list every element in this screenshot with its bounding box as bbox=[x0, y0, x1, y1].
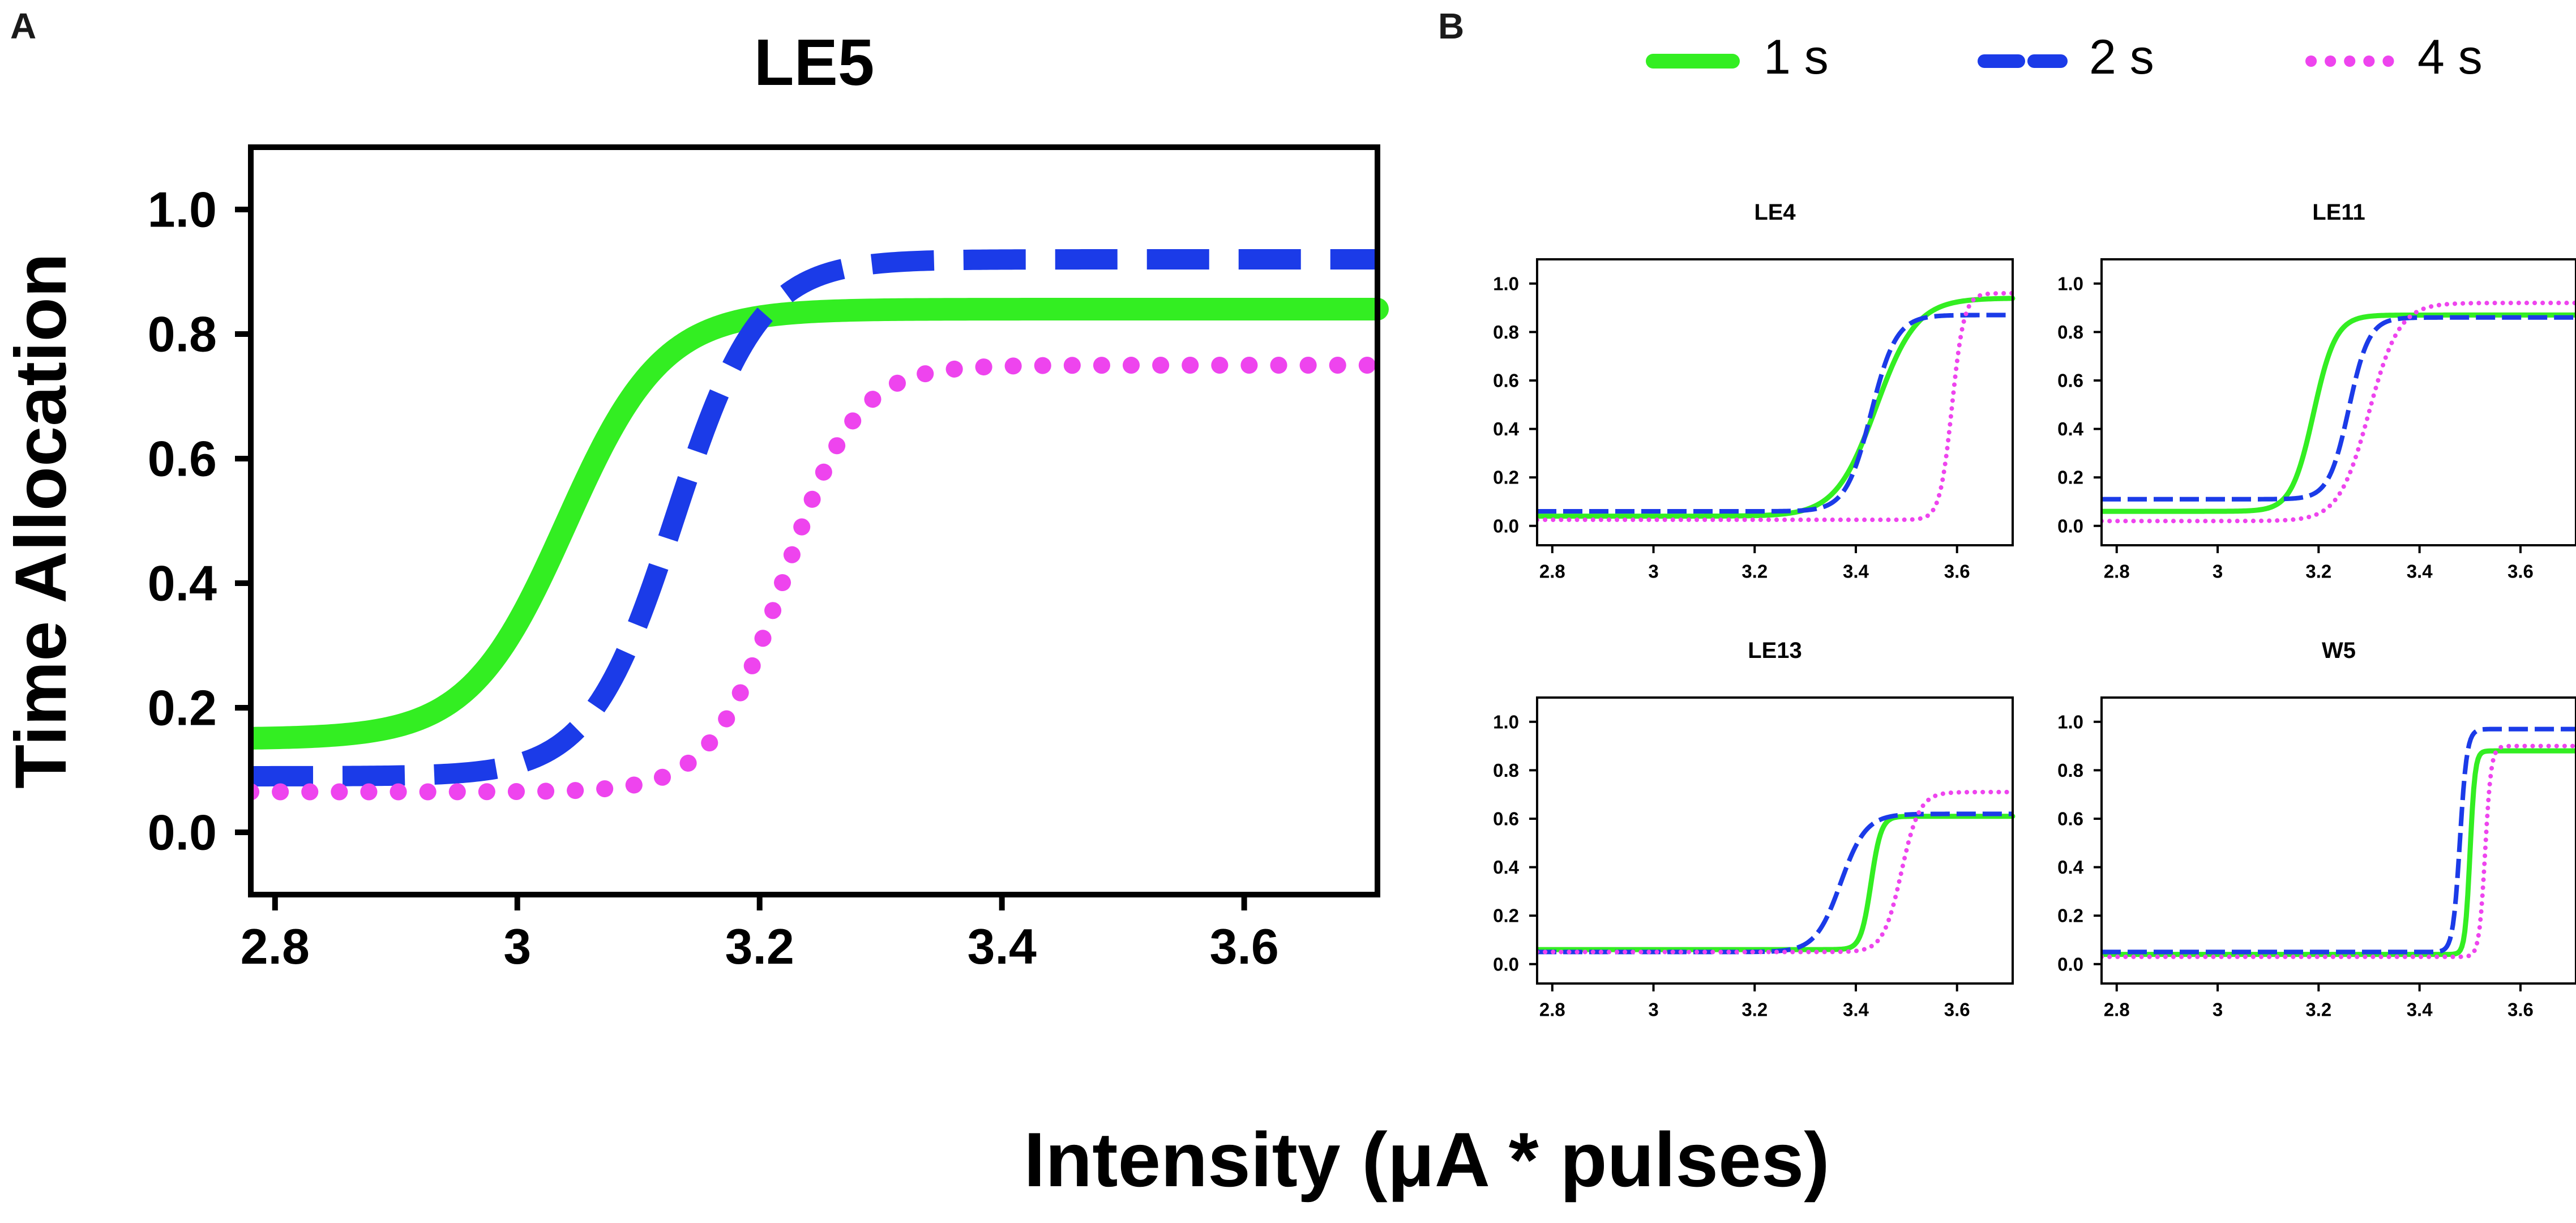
le5-x-tick-label: 3.4 bbox=[967, 918, 1036, 974]
le13-x-tick-label: 2.8 bbox=[1539, 999, 1565, 1020]
le11-y-tick-label: 0.4 bbox=[2057, 418, 2084, 439]
le4-y-tick-label: 1.0 bbox=[1493, 273, 1519, 294]
panel-a-label: A bbox=[10, 6, 36, 46]
legend-item-4s: 4 s bbox=[2305, 30, 2483, 84]
w5-x-tick-label: 3.6 bbox=[2507, 999, 2534, 1020]
w5-title: W5 bbox=[2322, 638, 2356, 663]
w5-plot-frame bbox=[2100, 696, 2576, 985]
le5-series-1s bbox=[251, 298, 1389, 750]
w5-series-2s bbox=[2102, 726, 2576, 955]
le5-y-tick-label: 0.6 bbox=[148, 431, 217, 487]
le4-series-4s bbox=[1537, 290, 2015, 523]
le13-y-tick-label: 0.2 bbox=[1493, 905, 1519, 926]
le11-y-tick-label: 0.6 bbox=[2057, 370, 2083, 391]
le11-x-tick-label: 3 bbox=[2213, 561, 2223, 582]
w5-y-tick-label: 0.6 bbox=[2057, 808, 2083, 829]
le13-y-tick-label: 0.8 bbox=[1493, 760, 1519, 781]
le5-x-tick-label: 3 bbox=[503, 918, 531, 974]
le11-y-tick-label: 0.8 bbox=[2057, 322, 2083, 343]
legend: 1 s 2 s 4 s bbox=[1646, 30, 2483, 84]
le4-series-2s bbox=[1537, 313, 2014, 514]
le11-y-tick-label: 0.2 bbox=[2057, 467, 2083, 488]
w5-x-tick-label: 3 bbox=[2213, 999, 2223, 1020]
le13-y-tick-label: 0.6 bbox=[1493, 808, 1519, 829]
le11-x-tick-label: 3.2 bbox=[2305, 561, 2331, 582]
w5-y-tick-label: 0.2 bbox=[2057, 905, 2083, 926]
le4-y-tick-label: 0.6 bbox=[1493, 370, 1519, 391]
legend-label-4s: 4 s bbox=[2417, 30, 2483, 84]
le13-x-tick-label: 3.4 bbox=[1843, 999, 1869, 1020]
w5-y-tick-label: 0.8 bbox=[2057, 760, 2083, 781]
le11-y-tick-label: 0.0 bbox=[2057, 515, 2083, 536]
le11-series-2s bbox=[2102, 315, 2576, 502]
legend-item-2s: 2 s bbox=[1978, 30, 2154, 84]
le5-y-tick-label: 0.0 bbox=[148, 805, 217, 861]
chart-le4: LE4 0.0 0.2 0.4 0.6 0.8 1.0 2.8 3 3.2 3.4 3.6 bbox=[1493, 200, 2016, 582]
le13-y-tick-label: 0.0 bbox=[1493, 953, 1519, 974]
le5-y-tick-label: 1.0 bbox=[148, 182, 217, 238]
le11-x-tick-label: 3.6 bbox=[2507, 561, 2534, 582]
le5-y-tick-label: 0.4 bbox=[148, 555, 217, 612]
w5-x-tick-label: 2.8 bbox=[2104, 999, 2130, 1020]
le4-x-tick-label: 3.6 bbox=[1944, 561, 1970, 582]
legend-label-1s: 1 s bbox=[1764, 30, 1829, 84]
le5-series-2s bbox=[251, 249, 1384, 786]
le4-x-tick-label: 3.2 bbox=[1741, 561, 1768, 582]
legend-item-1s: 1 s bbox=[1646, 30, 1829, 84]
le4-y-tick-label: 0.4 bbox=[1493, 418, 1520, 439]
le5-title: LE5 bbox=[754, 25, 875, 99]
le13-x-tick-label: 3.2 bbox=[1741, 999, 1768, 1020]
chart-le11: LE11 0.0 0.2 0.4 0.6 0.8 1.0 2.8 3 3.2 3.4 3.6 bbox=[2057, 200, 2576, 582]
le13-x-tick-label: 3 bbox=[1648, 999, 1658, 1020]
w5-x-tick-label: 3.2 bbox=[2305, 999, 2331, 1020]
le5-x-tick-label: 3.2 bbox=[725, 918, 794, 974]
le5-y-tick-label: 0.8 bbox=[148, 306, 217, 362]
le4-title: LE4 bbox=[1754, 200, 1796, 225]
le5-x-tick-label: 3.6 bbox=[1209, 918, 1278, 974]
le13-x-tick-label: 3.6 bbox=[1944, 999, 1970, 1020]
le5-y-axis-label: Time Allocation bbox=[1, 253, 82, 789]
le11-title: LE11 bbox=[2312, 200, 2365, 225]
le11-y-tick-label: 1.0 bbox=[2057, 273, 2083, 294]
le11-plot-frame bbox=[2100, 258, 2576, 546]
le4-y-tick-label: 0.2 bbox=[1493, 467, 1519, 488]
w5-series-4s bbox=[2102, 743, 2576, 959]
shared-x-axis-label: Intensity (μA * pulses) bbox=[1024, 1117, 1829, 1203]
le4-y-tick-label: 0.8 bbox=[1493, 322, 1519, 343]
panel-b-label: B bbox=[1438, 6, 1464, 46]
le11-x-tick-label: 3.4 bbox=[2407, 561, 2433, 582]
chart-w5: W5 0.0 0.2 0.4 0.6 0.8 1.0 2.8 3 3.2 3.4 3.6 bbox=[2057, 638, 2576, 1020]
le5-y-tick-label: 0.2 bbox=[148, 680, 217, 736]
le5-plot-frame bbox=[248, 144, 1380, 897]
w5-x-tick-label: 3.4 bbox=[2407, 999, 2433, 1020]
le4-x-tick-label: 3 bbox=[1648, 561, 1658, 582]
le4-plot-frame bbox=[1536, 258, 2014, 546]
w5-y-tick-label: 1.0 bbox=[2057, 711, 2083, 732]
legend-label-2s: 2 s bbox=[2089, 30, 2154, 84]
le4-y-tick-label: 0.0 bbox=[1493, 515, 1519, 536]
le13-plot-frame bbox=[1536, 696, 2014, 985]
w5-y-tick-label: 0.0 bbox=[2057, 953, 2083, 974]
le11-x-tick-label: 2.8 bbox=[2104, 561, 2130, 582]
le13-y-tick-label: 0.4 bbox=[1493, 857, 1520, 878]
le4-x-tick-label: 3.4 bbox=[1843, 561, 1869, 582]
le5-series-4s bbox=[251, 357, 1386, 801]
le13-y-tick-label: 1.0 bbox=[1493, 711, 1519, 732]
le13-series-4s bbox=[1537, 789, 2015, 955]
chart-le13: LE13 0.0 0.2 0.4 0.6 0.8 1.0 2.8 3 3.2 3.4 3.6 bbox=[1493, 638, 2016, 1020]
w5-y-tick-label: 0.4 bbox=[2057, 857, 2084, 878]
w5-series-1s bbox=[2102, 748, 2576, 957]
le13-title: LE13 bbox=[1748, 638, 1802, 663]
le4-series-1s bbox=[1537, 296, 2016, 519]
le11-series-1s bbox=[2102, 312, 2576, 514]
le11-series-4s bbox=[2102, 301, 2576, 524]
chart-le5: LE5 Time Allocation 0.0 0.2 0.4 0.6 0.8 1.0 2.8 3… bbox=[1, 25, 1389, 974]
le5-x-tick-label: 2.8 bbox=[241, 918, 310, 974]
le4-x-tick-label: 2.8 bbox=[1539, 561, 1565, 582]
